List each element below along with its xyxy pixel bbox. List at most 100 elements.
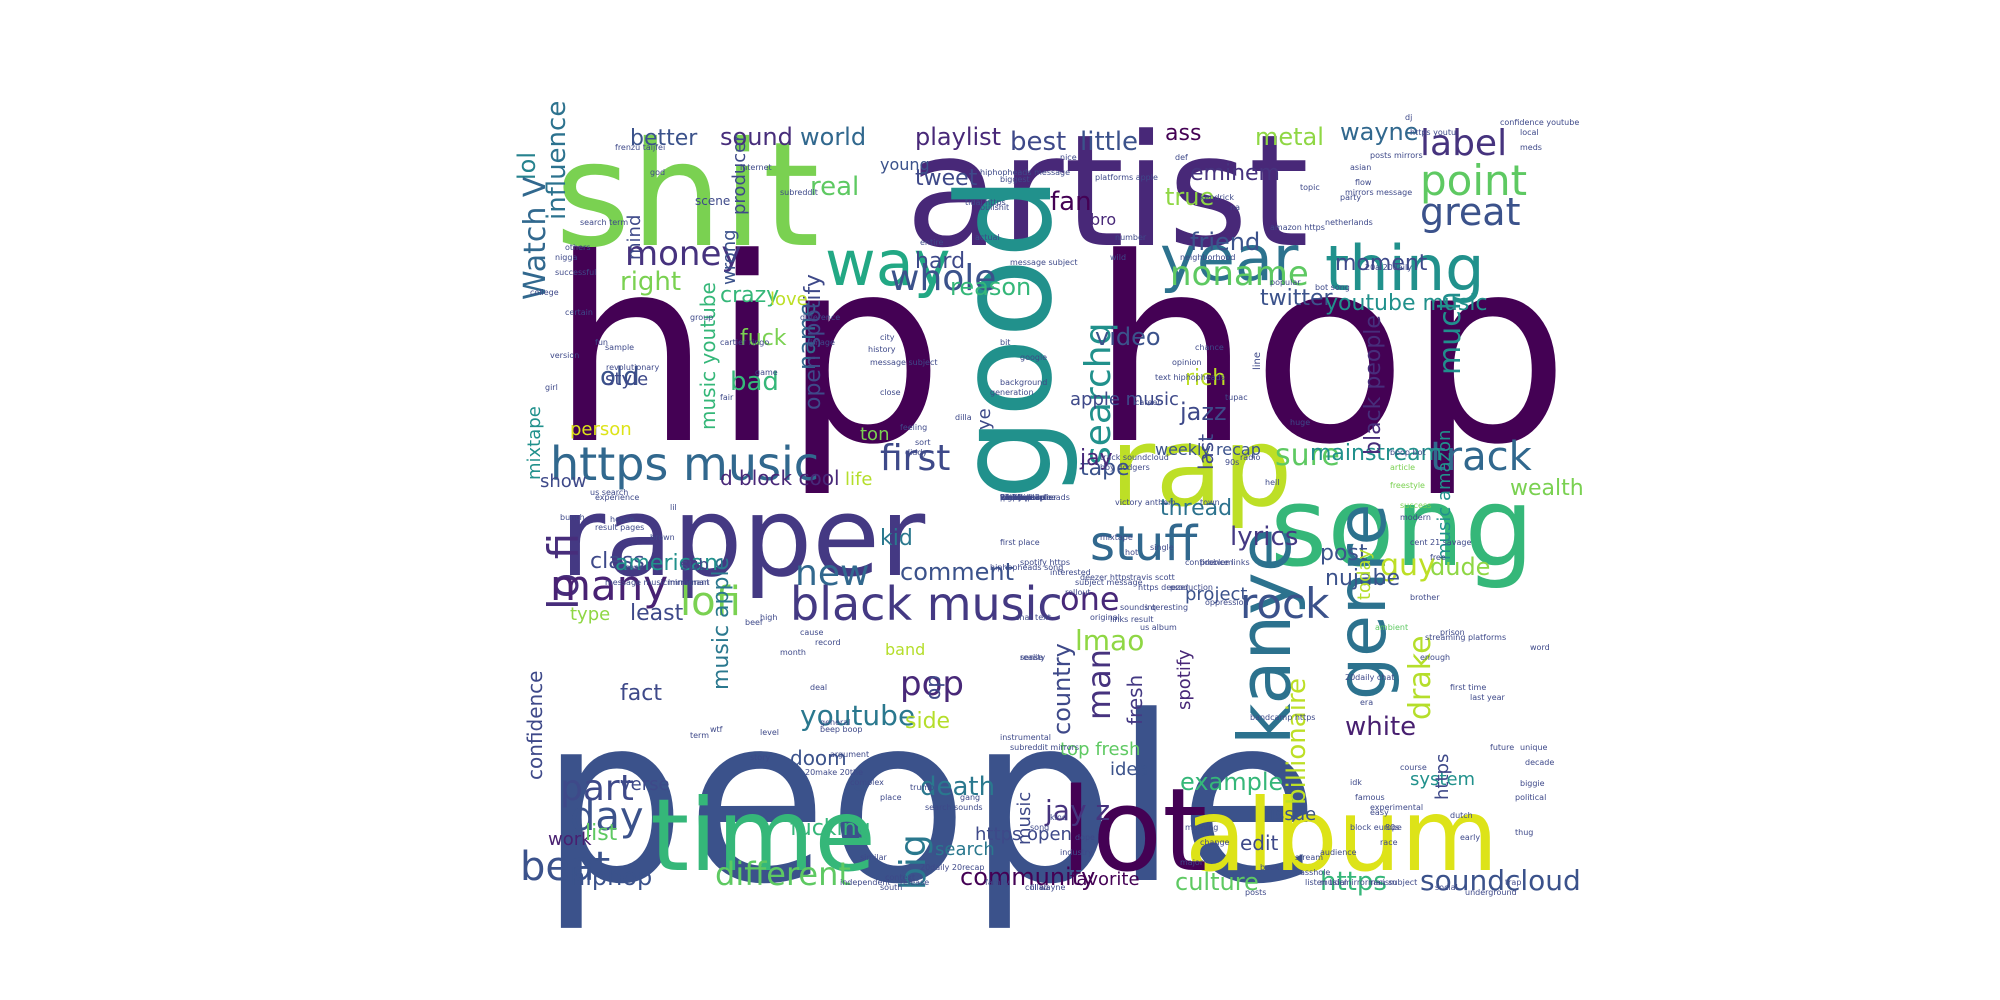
word-136: sub: [680, 555, 709, 574]
word-286: idk: [1350, 778, 1362, 787]
word-75: better: [630, 126, 698, 151]
word-361: hood: [1000, 493, 1020, 502]
word-120: system: [1410, 769, 1475, 790]
word-87: reason: [950, 273, 1031, 301]
word-346: mixtape: [1100, 533, 1133, 542]
word-73: metal: [1255, 123, 1324, 151]
word-256: revolutionary: [606, 363, 659, 372]
word-343: frenzu taijfei: [615, 143, 665, 152]
word-142: producer: [729, 134, 750, 215]
word-356: 20recap 2c: [1000, 493, 1045, 502]
word-234: opinion: [1172, 358, 1201, 367]
word-255: sample: [605, 343, 634, 352]
word-336: wtf: [710, 725, 723, 734]
word-172: modern: [1400, 513, 1431, 522]
word-183: unique: [1520, 743, 1548, 752]
word-127: kid: [880, 526, 913, 551]
word-50: culture: [1175, 868, 1259, 896]
word-56: white: [1345, 712, 1416, 742]
word-112: verse: [620, 774, 670, 795]
word-8: rapper: [560, 473, 926, 601]
word-71: best: [1010, 127, 1066, 157]
word-169: article: [1390, 463, 1415, 472]
word-130: fresh: [1123, 675, 1147, 725]
word-279: word: [1530, 643, 1550, 652]
word-199: place: [880, 793, 902, 802]
word-188: block europe: [1350, 823, 1402, 832]
word-74: wayne: [1340, 118, 1419, 146]
word-240: google: [1020, 353, 1047, 362]
word-1: hip: [550, 204, 944, 501]
word-46: much: [1433, 291, 1468, 375]
word-161: bot song: [1315, 283, 1350, 292]
word-325: 20daily 20recap: [920, 863, 984, 872]
word-81: tweet: [915, 166, 978, 191]
word-163: search term: [580, 218, 628, 227]
word-329: asshole: [1300, 868, 1330, 877]
word-105: life: [845, 469, 872, 490]
word-175: brother: [1410, 593, 1440, 602]
word-194: industry: [1060, 848, 1093, 857]
word-0: people: [540, 668, 1320, 935]
word-138: person: [570, 419, 632, 440]
word-126: doom: [790, 746, 847, 770]
word-321: context: [885, 873, 915, 882]
word-85: video: [1095, 323, 1161, 351]
word-206: general: [820, 718, 850, 727]
word-165: entire: [920, 238, 943, 247]
word-52: hiphop: [570, 863, 652, 891]
word-7: good: [929, 176, 1081, 500]
word-324: collab: [1025, 883, 1049, 892]
word-107: american: [615, 551, 718, 576]
word-277: sense: [1020, 653, 1043, 662]
word-339: oppression: [1205, 598, 1249, 607]
word-19: black music: [790, 577, 1063, 631]
word-20: lo fi: [539, 533, 588, 610]
word-211: cause: [800, 628, 824, 637]
word-354: europe cartier: [1000, 493, 1057, 502]
word-342: confidence links: [1185, 558, 1250, 567]
word-137: band: [885, 640, 925, 659]
word-111: music apple: [709, 557, 734, 690]
word-145: weekly recap: [1155, 440, 1261, 459]
word-116: side: [905, 709, 950, 734]
word-332: reality: [1020, 653, 1046, 662]
word-316: 80s: [1385, 823, 1399, 832]
word-101: youtube music: [1325, 291, 1488, 316]
word-67: name: [793, 302, 821, 370]
word-257: version: [550, 351, 579, 360]
word-118: favorite: [1070, 869, 1140, 890]
word-239: background: [1000, 378, 1047, 387]
word-132: top fresh: [1060, 739, 1140, 760]
word-187: race: [1380, 838, 1398, 847]
word-189: audience: [1320, 848, 1357, 857]
word-303: actual: [975, 233, 1000, 242]
word-174: free: [1430, 553, 1446, 562]
word-177: streaming platforms: [1425, 633, 1506, 642]
word-350: do post: [1000, 493, 1030, 502]
word-326: musicmirrorman subject: [1320, 878, 1417, 887]
word-51: community: [960, 863, 1095, 891]
word-27: lofi: [680, 579, 741, 625]
word-96: thread: [1160, 496, 1232, 521]
word-124: mixtape: [524, 406, 545, 480]
word-319: song: [1030, 823, 1049, 832]
word-284: early: [1460, 833, 1480, 842]
word-289: bandcamp https: [1250, 713, 1315, 722]
word-281: racism: [1370, 878, 1397, 887]
word-104: show: [540, 471, 587, 492]
word-13: genre: [1323, 504, 1402, 700]
word-39: pop: [900, 664, 964, 704]
word-219: spotify https: [1020, 558, 1070, 567]
word-49: https: [1320, 867, 1387, 897]
word-178: prison: [1440, 628, 1465, 637]
word-364: america: [1000, 493, 1033, 502]
word-299: asian: [1350, 163, 1371, 172]
word-320: similar: [860, 853, 888, 862]
word-295: meds: [1520, 143, 1542, 152]
word-2: hop: [1090, 204, 1570, 501]
word-158: amazon https: [1270, 223, 1325, 232]
word-276: original: [1090, 613, 1120, 622]
word-275: first place: [1000, 538, 1040, 547]
word-245: sort: [915, 438, 931, 447]
